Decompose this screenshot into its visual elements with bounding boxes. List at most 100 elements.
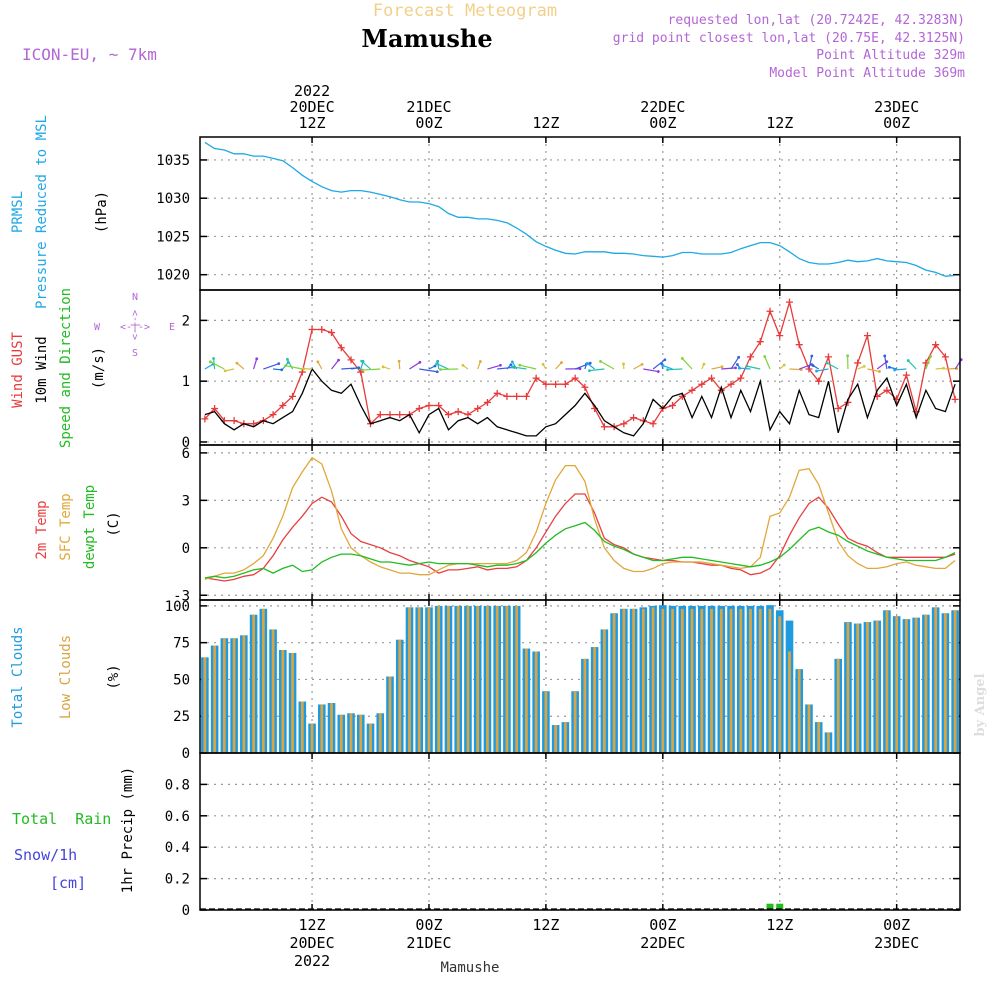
low-cloud-bar bbox=[339, 714, 343, 753]
wind-arrow-head bbox=[435, 362, 439, 366]
low-cloud-bar bbox=[320, 704, 324, 753]
compass-vertical-arrow: <-|-> bbox=[130, 310, 141, 340]
wind-arrow-head bbox=[906, 359, 910, 362]
ytick-label-precip: 0 bbox=[182, 903, 190, 919]
gust-marker bbox=[951, 395, 959, 403]
wind-arrow-head bbox=[661, 364, 665, 367]
gust-marker bbox=[308, 326, 316, 334]
gust-marker bbox=[824, 353, 832, 361]
watermark: by Angel bbox=[973, 673, 988, 736]
low-cloud-bar bbox=[476, 605, 480, 753]
low-cloud-bar bbox=[632, 608, 635, 753]
low-cloud-bar bbox=[583, 658, 587, 753]
snow-label: Snow/1h bbox=[14, 846, 77, 864]
low-cloud-bar bbox=[710, 608, 713, 753]
low-cloud-bar bbox=[749, 608, 752, 753]
gust-marker bbox=[542, 380, 550, 388]
wind-arrow-head bbox=[702, 362, 706, 366]
low-cloud-bar bbox=[641, 608, 645, 753]
pressure-label-2: Pressure Reduced to MSL bbox=[34, 115, 50, 309]
ytick-label-clouds: 100 bbox=[165, 599, 190, 615]
wind-arrow-head bbox=[810, 354, 814, 358]
gust-marker bbox=[688, 386, 696, 394]
wind-arrow bbox=[667, 368, 683, 371]
wind-arrow bbox=[589, 368, 605, 372]
low-cloud-bar bbox=[856, 623, 860, 753]
wind-arrow-head bbox=[433, 364, 437, 368]
low-cloud-bar bbox=[700, 608, 704, 753]
wind-arrow bbox=[826, 362, 839, 370]
gust-marker bbox=[756, 338, 764, 346]
wind-arrow-head bbox=[439, 368, 442, 371]
compass-south: S bbox=[132, 348, 138, 359]
wind-arrow-head bbox=[277, 362, 281, 366]
wind-arrow-head bbox=[478, 360, 482, 363]
low-cloud-bar bbox=[291, 652, 294, 753]
wind-arrow-head bbox=[588, 369, 591, 373]
wind-arrow-head bbox=[745, 364, 749, 368]
bottom-time-label: 00Z bbox=[649, 916, 676, 934]
ytick-label-pressure: 1025 bbox=[156, 229, 190, 245]
gust-marker bbox=[493, 389, 501, 397]
gust-marker bbox=[522, 392, 530, 400]
panel-pressure bbox=[199, 136, 961, 291]
low-cloud-bar bbox=[563, 722, 567, 753]
gust-marker bbox=[747, 353, 755, 361]
t2m-label: 2m Temp bbox=[34, 500, 50, 559]
low-cloud-bar bbox=[281, 650, 285, 753]
wind-arrow bbox=[600, 360, 615, 370]
ytick-label-wind: 2 bbox=[182, 313, 190, 329]
wind-arrow bbox=[808, 355, 813, 370]
gust-marker bbox=[483, 398, 491, 406]
series-dewpt-temp bbox=[204, 521, 956, 579]
gust-marker bbox=[269, 411, 277, 419]
wind-arrow-head bbox=[418, 360, 422, 364]
wind-arrow-head bbox=[357, 366, 361, 370]
wind-arrow-head bbox=[337, 358, 340, 362]
wind-arrow bbox=[236, 362, 245, 370]
station-title: Mamushe bbox=[361, 24, 492, 53]
top-time-label: 12Z bbox=[532, 114, 559, 132]
wind-arrow-head bbox=[680, 357, 684, 360]
gust-marker bbox=[902, 371, 910, 379]
wind-arrow bbox=[436, 363, 449, 370]
temp-labels: 2m Temp SFC Temp dewpt Temp (C) bbox=[34, 485, 122, 569]
frame-precip bbox=[199, 752, 961, 911]
low-cloud-bar bbox=[612, 613, 616, 753]
panel-precip bbox=[199, 752, 961, 911]
wind-arrow bbox=[816, 368, 829, 372]
wind-arrow-head bbox=[208, 360, 212, 364]
wind-arrow bbox=[721, 367, 736, 370]
wind-arrow-head bbox=[509, 363, 513, 367]
wind-arrow bbox=[907, 360, 917, 370]
gust-marker bbox=[815, 377, 823, 385]
gust-marker bbox=[785, 298, 793, 306]
wind-dir-label: Speed and Direction bbox=[58, 288, 74, 448]
wind-arrow-head bbox=[255, 357, 259, 361]
series-sfc-temp bbox=[204, 456, 956, 581]
pressure-unit: (hPa) bbox=[94, 191, 110, 233]
low-cloud-bar bbox=[271, 629, 275, 753]
wind-arrow-head bbox=[862, 364, 866, 368]
gust-marker bbox=[581, 383, 589, 391]
low-cloud-bar bbox=[953, 610, 957, 753]
wind-arrow-head bbox=[511, 365, 514, 369]
low-cloud-bar bbox=[242, 635, 246, 753]
low-cloud-bar bbox=[554, 725, 558, 753]
gust-marker bbox=[561, 380, 569, 388]
low-cloud-bar bbox=[447, 605, 450, 753]
low-cloud-bar bbox=[252, 614, 255, 753]
low-cloud-bar bbox=[466, 605, 470, 753]
wind-arrow-head bbox=[461, 363, 465, 367]
low-cloud-bar bbox=[593, 647, 597, 753]
wind-arrow bbox=[331, 359, 340, 370]
wind-arrow bbox=[925, 356, 932, 370]
point-altitude: Point Altitude 329m bbox=[816, 48, 965, 63]
wind-arrow bbox=[487, 364, 501, 370]
wind-arrow-head bbox=[811, 364, 815, 368]
wind-arrow bbox=[204, 363, 214, 370]
gust-marker bbox=[600, 423, 608, 431]
gust-marker bbox=[776, 332, 784, 340]
ytick-label-clouds: 75 bbox=[173, 636, 190, 652]
top-time-label: 2022 bbox=[294, 82, 330, 100]
